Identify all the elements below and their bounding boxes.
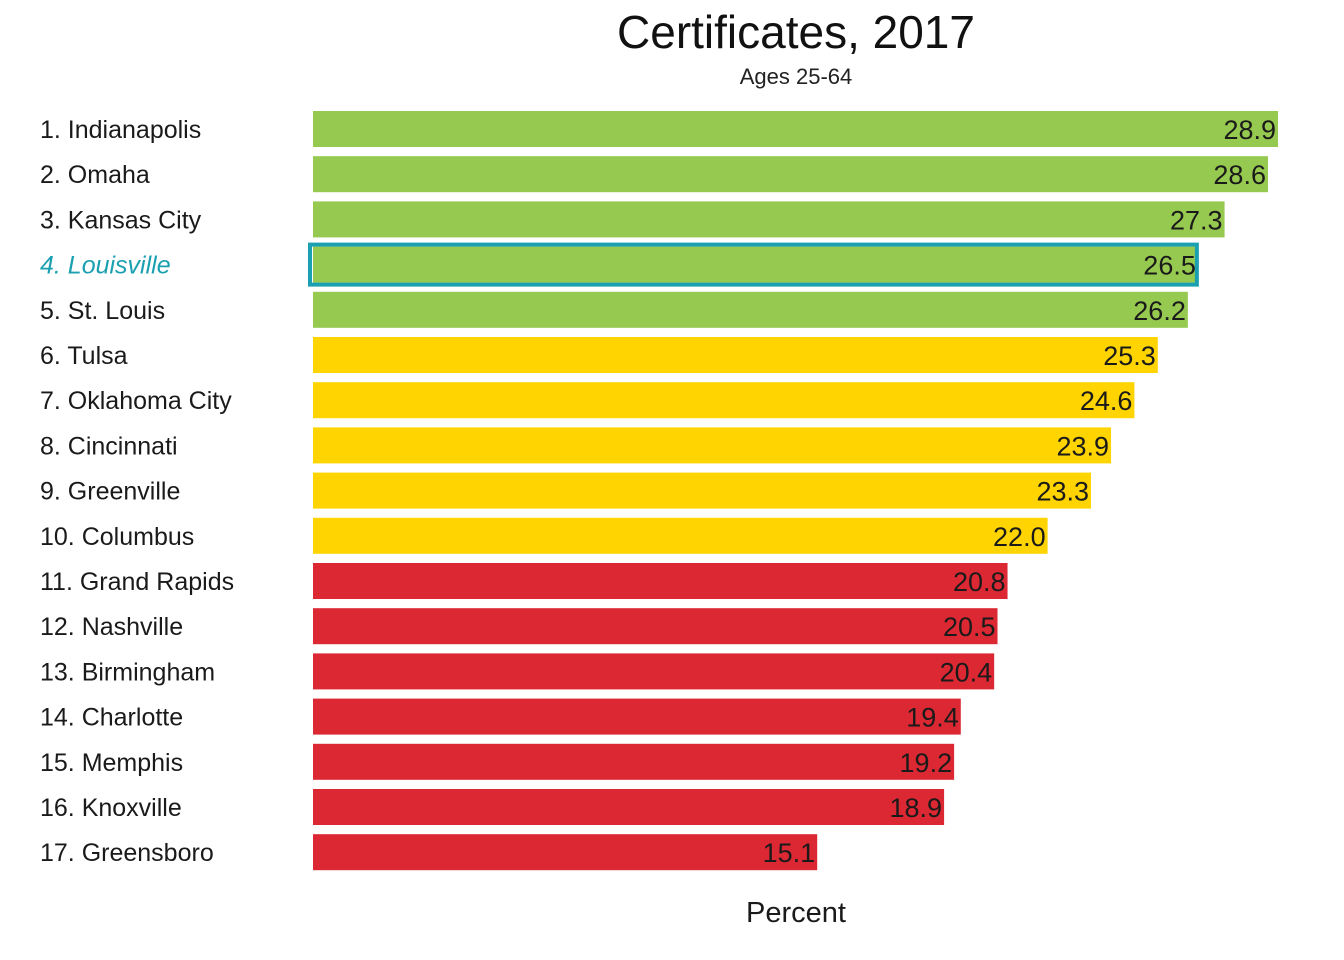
category-label: 2. Omaha bbox=[40, 161, 150, 189]
chart-title: Certificates, 2017 bbox=[617, 6, 975, 58]
category-label: 4. Louisville bbox=[40, 252, 171, 280]
value-label: 23.3 bbox=[1036, 477, 1089, 507]
value-label: 28.6 bbox=[1213, 160, 1266, 190]
bar bbox=[313, 563, 1008, 599]
value-label: 28.9 bbox=[1223, 115, 1276, 145]
value-label: 15.1 bbox=[763, 838, 816, 868]
value-label: 26.5 bbox=[1143, 251, 1196, 281]
category-label: 14. Charlotte bbox=[40, 704, 183, 732]
category-label: 17. Greensboro bbox=[40, 839, 214, 867]
value-label: 25.3 bbox=[1103, 341, 1156, 371]
bar bbox=[313, 291, 1188, 328]
category-label: 5. St. Louis bbox=[40, 297, 165, 325]
bar bbox=[313, 472, 1092, 509]
value-label: 20.8 bbox=[953, 567, 1006, 597]
bar bbox=[313, 337, 1158, 373]
category-label: 10. Columbus bbox=[40, 523, 194, 551]
category-label: 1. Indianapolis bbox=[40, 116, 201, 144]
bar bbox=[313, 608, 998, 645]
bar bbox=[313, 653, 995, 690]
value-label: 20.5 bbox=[943, 612, 996, 642]
bar bbox=[313, 834, 818, 871]
value-label: 26.2 bbox=[1133, 296, 1186, 326]
category-label: 8. Cincinnati bbox=[40, 432, 178, 460]
category-label: 7. Oklahoma City bbox=[40, 387, 232, 415]
bar bbox=[313, 517, 1048, 554]
value-label: 23.9 bbox=[1056, 431, 1109, 461]
bars-group: 1. Indianapolis 28.9 2. Omaha 28.6 3. Kansas… bbox=[40, 111, 1278, 871]
category-label: 9. Greenville bbox=[40, 478, 180, 506]
value-label: 19.2 bbox=[900, 748, 953, 778]
value-label: 22.0 bbox=[993, 522, 1046, 552]
category-label: 13. Birmingham bbox=[40, 658, 215, 686]
x-axis-label: Percent bbox=[746, 897, 846, 929]
bar bbox=[313, 111, 1278, 147]
bar bbox=[313, 156, 1268, 193]
chart-subtitle: Ages 25-64 bbox=[740, 64, 853, 89]
value-label: 20.4 bbox=[940, 657, 993, 687]
value-label: 27.3 bbox=[1170, 205, 1223, 235]
value-label: 24.6 bbox=[1080, 386, 1133, 416]
category-label: 12. Nashville bbox=[40, 613, 183, 641]
value-label: 19.4 bbox=[906, 703, 959, 733]
category-label: 16. Knoxville bbox=[40, 794, 182, 822]
bar bbox=[313, 201, 1225, 238]
bar bbox=[313, 743, 955, 780]
highlight-outline bbox=[308, 242, 1199, 287]
bar bbox=[313, 789, 945, 825]
category-label: 3. Kansas City bbox=[40, 206, 202, 234]
category-label: 11. Grand Rapids bbox=[40, 568, 234, 596]
category-label: 15. Memphis bbox=[40, 749, 183, 777]
value-label: 18.9 bbox=[890, 793, 943, 823]
bar bbox=[313, 427, 1112, 464]
category-label: 6. Tulsa bbox=[40, 342, 128, 370]
bar bbox=[313, 382, 1135, 419]
bar bbox=[313, 246, 1198, 283]
bar bbox=[313, 698, 961, 735]
